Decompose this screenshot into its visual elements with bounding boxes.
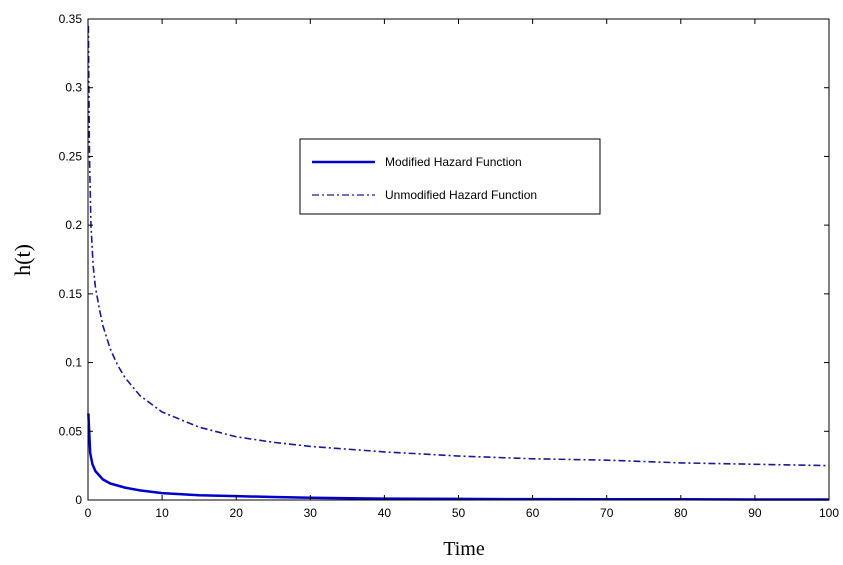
plot-background (88, 19, 829, 500)
x-tick-label: 60 (526, 506, 540, 520)
x-tick-label: 50 (452, 506, 466, 520)
x-tick-label: 40 (378, 506, 392, 520)
series-group (87, 25, 830, 501)
x-tick-label: 100 (819, 506, 839, 520)
y-tick-label: 0 (75, 493, 82, 507)
x-axis-label: Time (443, 538, 485, 560)
x-tick-label: 0 (85, 506, 92, 520)
y-axis-label: h(t) (10, 244, 35, 276)
x-tick-label: 90 (748, 506, 762, 520)
ticks-group: 0 10 20 30 40 50 60 70 80 90 100 0 0.05 0.1 0.15 0.2 0.2… (59, 12, 840, 520)
x-tick-label: 30 (304, 506, 318, 520)
legend-box (299, 138, 601, 215)
x-tick-label: 80 (674, 506, 688, 520)
series-line-modified (87, 413, 829, 501)
y-tick-label: 0.15 (59, 287, 83, 301)
y-tick-label: 0.1 (65, 356, 82, 370)
y-tick-label: 0.35 (59, 12, 83, 26)
legend-label-unmodified: Unmodified Hazard Function (385, 188, 537, 202)
x-tick-label: 10 (155, 506, 169, 520)
y-tick-label: 0.25 (59, 149, 83, 163)
x-tick-label: 20 (230, 506, 244, 520)
plot-area (88, 19, 829, 500)
y-tick-label: 0.2 (65, 218, 82, 232)
x-tick-label: 70 (600, 506, 614, 520)
series-line-unmodified (87, 25, 830, 467)
y-tick-label: 0.05 (59, 424, 83, 438)
y-tick-label: 0.3 (65, 81, 82, 95)
legend-label-modified: Modified Hazard Function (385, 155, 522, 169)
legend: Modified Hazard Function Unmodified Haza… (299, 138, 601, 215)
